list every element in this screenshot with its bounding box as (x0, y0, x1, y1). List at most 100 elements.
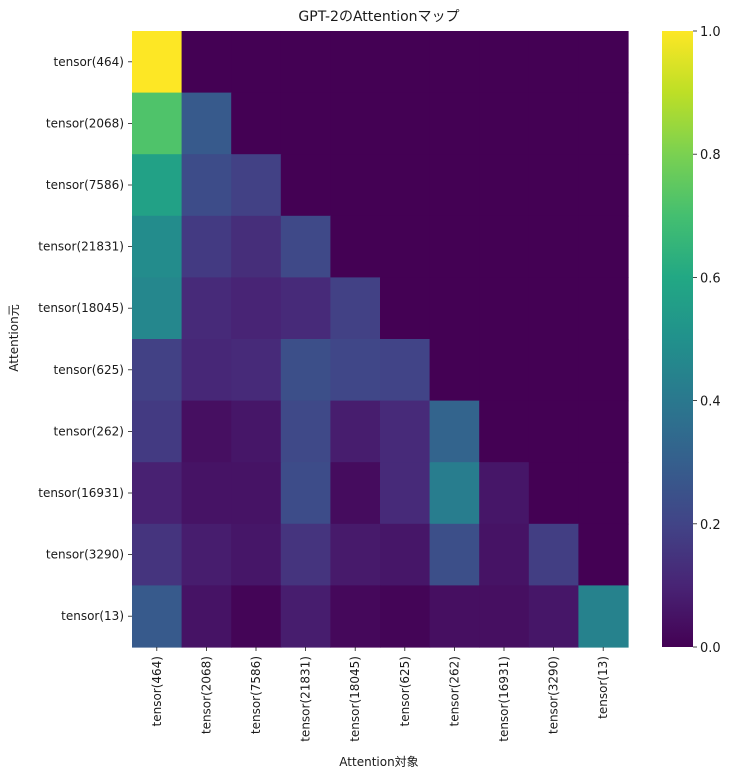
heatmap-cell (380, 31, 431, 94)
colorbar-tick-label: 0.2 (700, 518, 721, 533)
heatmap-cell (231, 92, 282, 155)
heatmap-cell (429, 92, 480, 155)
heatmap-cell (528, 154, 579, 217)
heatmap-cell (181, 400, 232, 463)
heatmap-cell (429, 523, 480, 586)
heatmap-cell (429, 585, 480, 648)
heatmap-cell (479, 523, 530, 586)
heatmap-cell (330, 92, 381, 155)
heatmap-cell (280, 339, 331, 402)
heatmap-cell (578, 462, 629, 525)
x-tick-label: tensor(18045) (348, 656, 362, 742)
heatmap-cell (330, 31, 381, 94)
heatmap-cell (479, 154, 530, 217)
heatmap-cell (380, 92, 431, 155)
x-tick-labels: tensor(464) tensor(2068) tensor(7586) tenso… (150, 647, 610, 742)
heatmap-cell (330, 215, 381, 278)
heatmap-cell (280, 523, 331, 586)
heatmap-cell (330, 462, 381, 525)
heatmap-cell (132, 585, 183, 648)
y-tick-label: tensor(16931) (38, 486, 124, 500)
heatmap-cell (380, 215, 431, 278)
heatmap-cells (132, 31, 629, 648)
heatmap-cell (231, 400, 282, 463)
heatmap-cell (231, 462, 282, 525)
y-tick-labels: tensor(464) tensor(2068) tensor(7586) tenso… (38, 55, 132, 623)
heatmap-cell (330, 400, 381, 463)
colorbar-tick-label: 0.4 (700, 395, 721, 410)
x-tick-label: tensor(13) (596, 656, 610, 719)
heatmap-cell (132, 92, 183, 155)
x-tick-label: tensor(21831) (299, 656, 313, 742)
y-tick-label: tensor(21831) (38, 240, 124, 254)
heatmap-cell (429, 339, 480, 402)
y-tick-label: tensor(2068) (46, 116, 124, 130)
heatmap-cell (132, 215, 183, 278)
y-tick-label: tensor(625) (54, 363, 125, 377)
heatmap-cell (479, 339, 530, 402)
x-tick-label: tensor(7586) (249, 656, 263, 734)
x-tick-label: tensor(262) (447, 656, 461, 727)
heatmap-cell (578, 523, 629, 586)
heatmap-cell (231, 277, 282, 340)
heatmap-cell (132, 523, 183, 586)
heatmap-cell (181, 215, 232, 278)
heatmap-cell (578, 92, 629, 155)
heatmap-cell (330, 154, 381, 217)
y-tick-label: tensor(13) (61, 609, 124, 623)
heatmap-cell (429, 215, 480, 278)
heatmap-cell (280, 31, 331, 94)
heatmap-cell (181, 462, 232, 525)
heatmap-cell (380, 154, 431, 217)
heatmap-cell (429, 154, 480, 217)
heatmap-cell (231, 154, 282, 217)
heatmap-cell (528, 523, 579, 586)
heatmap-cell (578, 215, 629, 278)
heatmap-cell (280, 92, 331, 155)
heatmap-cell (380, 277, 431, 340)
heatmap-cell (528, 31, 579, 94)
heatmap-cell (330, 585, 381, 648)
heatmap-cell (181, 154, 232, 217)
heatmap-cell (132, 31, 183, 94)
heatmap-cell (280, 462, 331, 525)
heatmap-cell (429, 400, 480, 463)
heatmap-cell (578, 154, 629, 217)
y-axis-label: Attention元 (7, 304, 21, 371)
heatmap-cell (528, 400, 579, 463)
heatmap-cell (380, 585, 431, 648)
heatmap-cell (528, 92, 579, 155)
heatmap-cell (479, 462, 530, 525)
heatmap-cell (231, 339, 282, 402)
heatmap-cell (578, 585, 629, 648)
heatmap-cell (380, 523, 431, 586)
heatmap-cell (479, 31, 530, 94)
heatmap-cell (479, 400, 530, 463)
heatmap-cell (181, 92, 232, 155)
heatmap-cell (528, 277, 579, 340)
y-tick-label: tensor(7586) (46, 178, 124, 192)
heatmap-cell (280, 277, 331, 340)
heatmap-cell (528, 215, 579, 278)
heatmap-cell (479, 585, 530, 648)
x-tick-label: tensor(16931) (497, 656, 511, 742)
heatmap-cell (578, 400, 629, 463)
y-tick-label: tensor(3290) (46, 548, 124, 562)
heatmap-cell (280, 154, 331, 217)
heatmap-cell (330, 277, 381, 340)
colorbar-tick-label: 0.0 (700, 641, 721, 656)
y-tick-label: tensor(18045) (38, 301, 124, 315)
heatmap-cell (280, 400, 331, 463)
heatmap-cell (181, 585, 232, 648)
heatmap-cell (231, 31, 282, 94)
heatmap-cell (231, 215, 282, 278)
heatmap-cell (181, 523, 232, 586)
heatmap-cell (132, 154, 183, 217)
heatmap-cell (380, 400, 431, 463)
heatmap-cell (132, 400, 183, 463)
x-tick-label: tensor(3290) (547, 656, 561, 734)
x-tick-label: tensor(464) (150, 656, 164, 727)
colorbar-tick-label: 0.8 (700, 148, 721, 163)
heatmap-cell (181, 277, 232, 340)
